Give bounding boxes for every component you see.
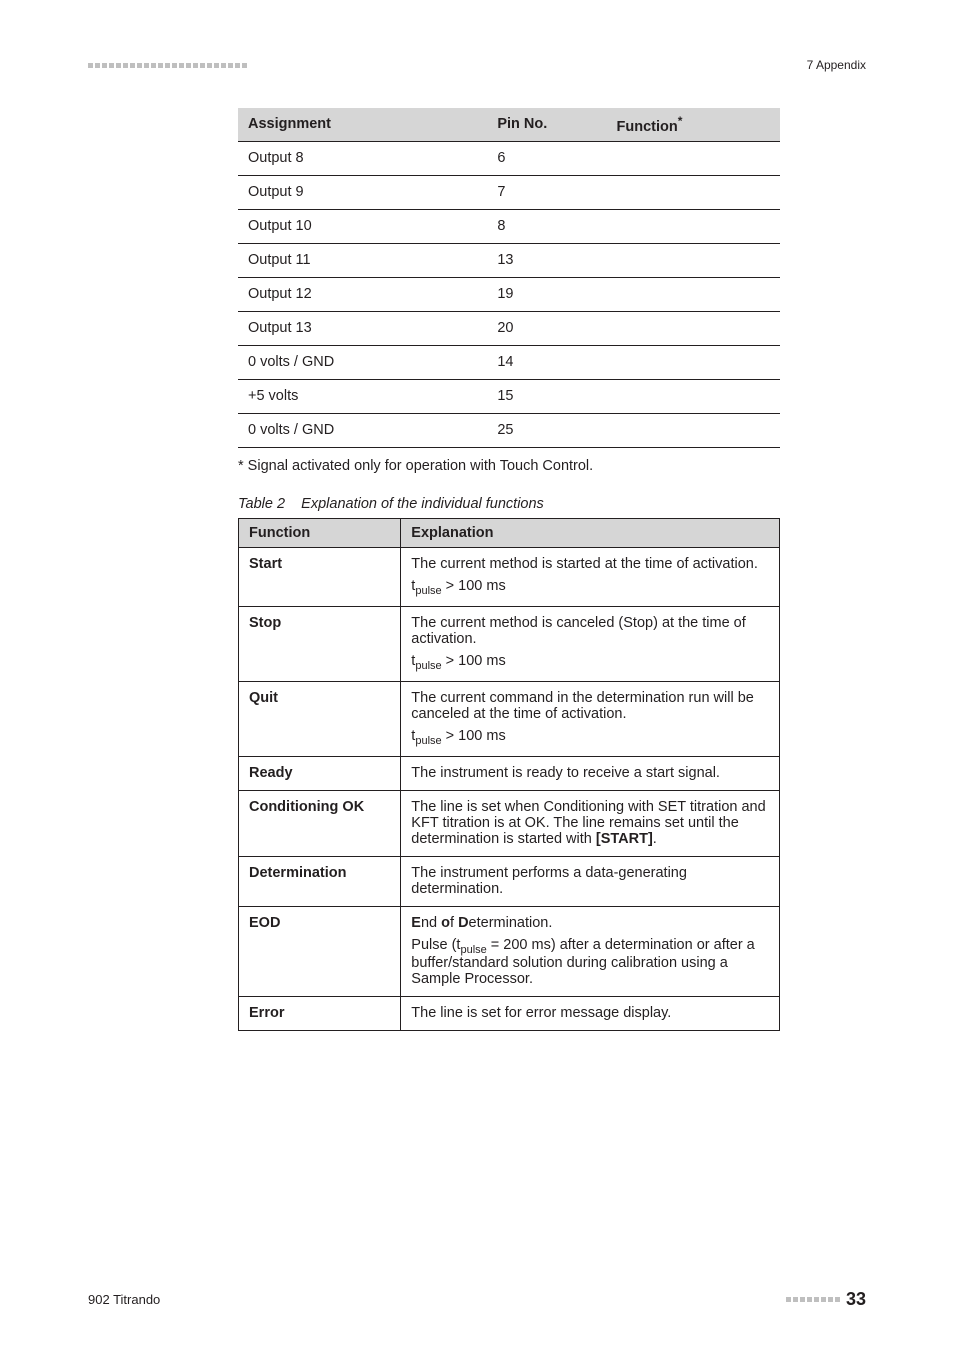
table-header-row: Assignment Pin No. Function* [238, 108, 780, 141]
table-cell: 25 [487, 413, 606, 447]
page-number: 33 [846, 1289, 866, 1310]
table-cell [607, 277, 780, 311]
table-row: Output 1113 [238, 243, 780, 277]
table-cell [607, 175, 780, 209]
table-row: +5 volts15 [238, 379, 780, 413]
explanation-cell: The line is set for error message displa… [401, 997, 780, 1031]
table-cell [607, 345, 780, 379]
explanation-cell: The instrument performs a data-generatin… [401, 856, 780, 906]
table-cell [607, 141, 780, 175]
table-row: Output 97 [238, 175, 780, 209]
table2-caption: Table 2 Explanation of the individual fu… [238, 496, 780, 512]
table-cell: 8 [487, 209, 606, 243]
table-row: Output 108 [238, 209, 780, 243]
page-footer: 902 Titrando 33 [88, 1289, 866, 1310]
table-cell: Output 9 [238, 175, 487, 209]
table-cell: 15 [487, 379, 606, 413]
table-row: DeterminationThe instrument performs a d… [239, 856, 780, 906]
col-assignment: Assignment [238, 108, 487, 141]
table-row: ErrorThe line is set for error message d… [239, 997, 780, 1031]
table-row: EODEnd of Determination.Pulse (tpulse = … [239, 906, 780, 997]
table-cell: 14 [487, 345, 606, 379]
table-cell: 7 [487, 175, 606, 209]
explanation-cell: The current method is canceled (Stop) at… [401, 606, 780, 681]
function-cell: Ready [239, 756, 401, 790]
table-cell: 6 [487, 141, 606, 175]
table-cell [607, 243, 780, 277]
footer-right: 33 [786, 1289, 866, 1310]
table-row: Conditioning OKThe line is set when Cond… [239, 790, 780, 856]
table-row: 0 volts / GND25 [238, 413, 780, 447]
table-row: 0 volts / GND14 [238, 345, 780, 379]
function-cell: Start [239, 547, 401, 606]
function-cell: Error [239, 997, 401, 1031]
explanation-table: Function Explanation StartThe current me… [238, 518, 780, 1032]
table-cell: 20 [487, 311, 606, 345]
table-row: ReadyThe instrument is ready to receive … [239, 756, 780, 790]
footer-product: 902 Titrando [88, 1292, 160, 1307]
explanation-cell: The current method is started at the tim… [401, 547, 780, 606]
table-row: Output 86 [238, 141, 780, 175]
footnote: * Signal activated only for operation wi… [238, 458, 780, 474]
table-cell: Output 10 [238, 209, 487, 243]
table-row: StopThe current method is canceled (Stop… [239, 606, 780, 681]
table-row: StartThe current method is started at th… [239, 547, 780, 606]
header-dashes [88, 63, 247, 68]
table-cell: 19 [487, 277, 606, 311]
function-cell: EOD [239, 906, 401, 997]
page-header: 7 Appendix [88, 58, 866, 72]
col-function: Function [239, 518, 401, 547]
footer-dashes [786, 1297, 840, 1302]
explanation-cell: The line is set when Conditioning with S… [401, 790, 780, 856]
table-row: QuitThe current command in the determina… [239, 681, 780, 756]
col-function: Function* [607, 108, 780, 141]
table-cell: 0 volts / GND [238, 413, 487, 447]
table-cell: +5 volts [238, 379, 487, 413]
table-row: Output 1219 [238, 277, 780, 311]
table-cell: 0 volts / GND [238, 345, 487, 379]
assignment-table: Assignment Pin No. Function* Output 86Ou… [238, 108, 780, 448]
function-cell: Stop [239, 606, 401, 681]
table-row: Output 1320 [238, 311, 780, 345]
page: 7 Appendix Assignment Pin No. Function * … [0, 0, 954, 1350]
table-cell: Output 13 [238, 311, 487, 345]
table-cell: Output 11 [238, 243, 487, 277]
table2-body: StartThe current method is started at th… [239, 547, 780, 1031]
table-cell: 13 [487, 243, 606, 277]
table1-body: Output 86Output 97Output 108Output 1113O… [238, 141, 780, 447]
content: Assignment Pin No. Function* Output 86Ou… [238, 108, 780, 1031]
table-cell: Output 12 [238, 277, 487, 311]
table-cell [607, 311, 780, 345]
explanation-cell: End of Determination.Pulse (tpulse = 200… [401, 906, 780, 997]
table-cell [607, 209, 780, 243]
col-explanation: Explanation [401, 518, 780, 547]
function-cell: Quit [239, 681, 401, 756]
explanation-cell: The current command in the determination… [401, 681, 780, 756]
col-pin: Pin No. [487, 108, 606, 141]
table-cell [607, 413, 780, 447]
table-header-row: Function Explanation [239, 518, 780, 547]
section-title: 7 Appendix [807, 58, 866, 72]
function-cell: Determination [239, 856, 401, 906]
table-cell [607, 379, 780, 413]
explanation-cell: The instrument is ready to receive a sta… [401, 756, 780, 790]
table-cell: Output 8 [238, 141, 487, 175]
function-cell: Conditioning OK [239, 790, 401, 856]
